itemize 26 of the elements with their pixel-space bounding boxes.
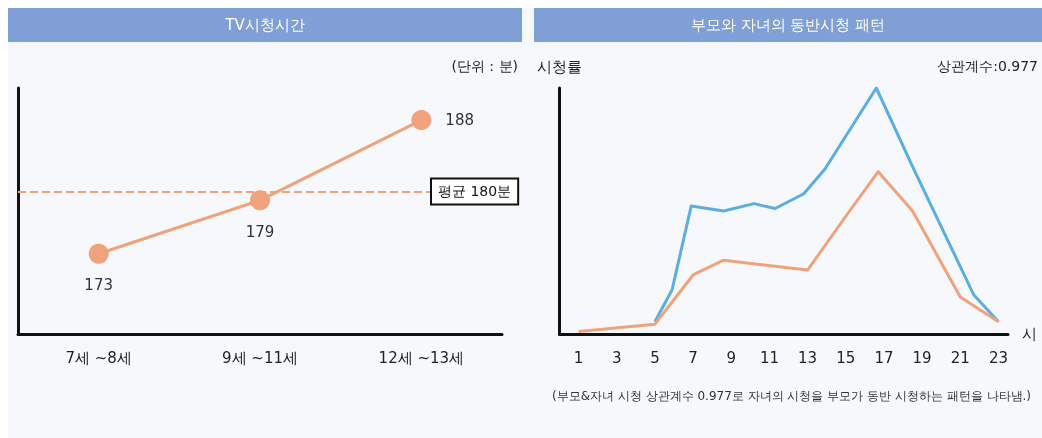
text: (단위 : 분)	[451, 58, 518, 76]
x-tick-label: 23	[988, 348, 1008, 367]
text: 상관계수:0.977	[937, 58, 1038, 76]
x-tick-label: 1	[573, 348, 584, 367]
chart-title: 부모와 자녀의 동반시청 패턴	[534, 8, 1042, 42]
x-tick-label: 13	[798, 348, 818, 367]
text: (부모&자녀 시청 상관계수 0.977로 자녀의 시청을 부모가 동반 시청하는 패턴을 나타냄.)	[552, 388, 1033, 405]
data-label: 188	[445, 111, 474, 130]
x-tick-label: 19	[912, 348, 932, 367]
x-tick-label: 15	[836, 348, 856, 367]
x-tick-label: 17	[874, 348, 894, 367]
x-tick-label: 12세 ~13세	[378, 348, 465, 367]
x-tick-label: 5	[650, 348, 660, 367]
x-tick-label: 9세 ~11세	[222, 348, 298, 367]
data-label: 173	[84, 276, 113, 295]
x-tick-label: 11	[759, 348, 779, 367]
y-axis-title: 시청률	[537, 57, 582, 76]
x-tick-label: 9	[726, 348, 737, 367]
x-tick-label: 3	[611, 348, 622, 367]
x-tick-label: 21	[950, 348, 970, 367]
data-label: 179	[245, 222, 275, 241]
x-axis-title: 시	[1022, 325, 1037, 343]
x-tick-label: 7	[688, 348, 698, 367]
chart-title: TV시청시간	[8, 8, 522, 42]
ref-line-label: 평균 180분	[438, 183, 512, 200]
x-tick-label: 7세 ~8세	[65, 348, 132, 367]
